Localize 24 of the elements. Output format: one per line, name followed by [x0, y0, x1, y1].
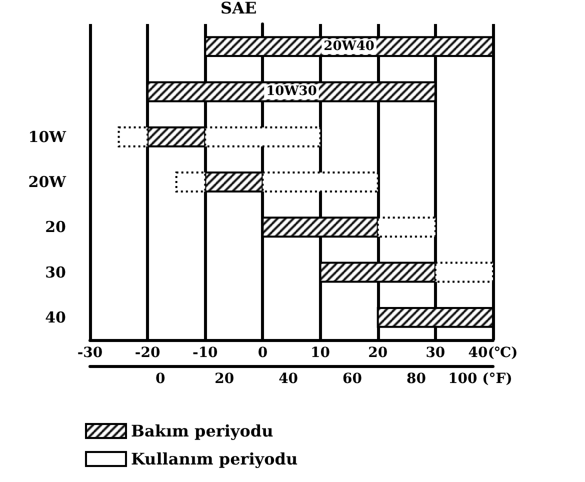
y-tick-label: 20 — [45, 218, 66, 236]
legend-label: Kullanım periyodu — [131, 450, 298, 468]
x2-tick-label: 60 — [342, 371, 362, 387]
x2-tick-label: 0 — [155, 371, 166, 387]
x-tick-label: 20 — [368, 345, 388, 361]
x-tick-label: 0 — [258, 345, 268, 361]
y-axis-title: SAE — [220, 0, 257, 18]
x2-tick-label: 20 — [214, 371, 234, 387]
y-tick-label: 40 — [45, 308, 66, 326]
legend-label: Bakım periyodu — [131, 422, 274, 440]
x2-tick-label: 40 — [278, 371, 298, 387]
x-tick-label: -10 — [192, 345, 218, 361]
y-tick-label: 10W — [28, 128, 68, 146]
x-tick-label: 40(℃) — [468, 345, 518, 361]
annotation: 10W30 — [266, 84, 317, 100]
y-tick-label: 30 — [45, 263, 66, 282]
x-tick-label: 30 — [426, 345, 446, 361]
x2-tick-label: 80 — [406, 371, 426, 387]
x-tick-label: -20 — [134, 345, 160, 361]
x2-tick-label: 100 (°F) — [448, 371, 512, 387]
y-tick-label: 20W — [28, 173, 68, 191]
annotation: 20W40 — [324, 39, 374, 54]
x-tick-label: 10 — [310, 345, 330, 361]
x-tick-label: -30 — [77, 345, 103, 361]
